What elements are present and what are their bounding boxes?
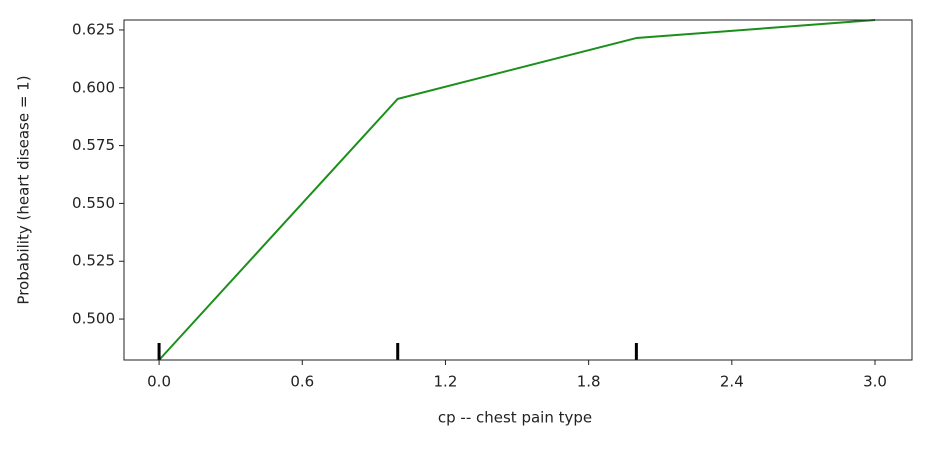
y-tick-label: 0.550 <box>72 194 115 212</box>
y-tick-label: 0.500 <box>72 310 115 328</box>
x-tick-label: 0.6 <box>290 373 314 391</box>
y-tick-label: 0.525 <box>72 252 115 270</box>
y-axis-label: Probability (heart disease = 1) <box>15 75 33 304</box>
x-tick-label: 0.0 <box>147 373 171 391</box>
y-tick-label: 0.575 <box>72 136 115 154</box>
y-tick-label: 0.600 <box>72 78 115 96</box>
plot-frame <box>123 19 913 361</box>
x-tick-label: 1.2 <box>434 373 458 391</box>
x-axis-label: cp -- chest pain type <box>438 409 592 427</box>
x-tick-label: 1.8 <box>577 373 601 391</box>
line <box>158 19 876 361</box>
y-tick-label: 0.625 <box>72 20 115 38</box>
x-tick-label: 3.0 <box>863 373 887 391</box>
x-tick-label: 2.4 <box>720 373 744 391</box>
